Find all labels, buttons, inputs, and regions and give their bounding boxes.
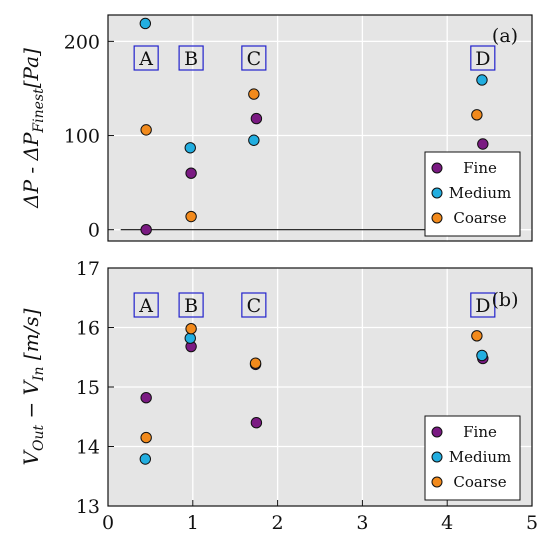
annotation-box-B	[178, 292, 204, 318]
x-ticks-b: 0 1 2 3 4 5	[102, 500, 538, 534]
x-tick-label-2: 2	[272, 512, 284, 534]
annotation-box-D	[470, 292, 496, 318]
annotation-box-C	[241, 292, 267, 318]
legend-a: Fine Medium Coarse	[424, 151, 521, 237]
point-fine-2	[250, 417, 263, 429]
frame-a	[107, 14, 533, 242]
y-tick-label-200: 200	[64, 31, 100, 53]
annotation-box-C	[241, 45, 267, 71]
legend-marker-coarse	[431, 212, 443, 224]
x-tick-label-4: 4	[441, 512, 453, 534]
point-coarse-3	[471, 109, 483, 121]
x-tick-label-1: 1	[187, 512, 199, 534]
y-ticks-a: 0 100 200	[64, 31, 114, 242]
point-fine-3	[477, 138, 489, 150]
x-tick-label-5: 5	[526, 512, 538, 534]
annotation-label-B: B	[184, 48, 198, 70]
point-medium-1	[184, 332, 196, 344]
annotations-a: A B C D	[133, 45, 496, 71]
x-tick-label-0: 0	[102, 512, 114, 534]
legend-label-fine: Fine	[463, 159, 497, 177]
legend-marker-medium	[431, 451, 443, 463]
annotation-box-A	[133, 45, 159, 71]
y-tick-label-15: 15	[76, 377, 100, 399]
annotation-box-A	[133, 292, 159, 318]
y-axis-label-b: VOut − VIn [m/s]	[19, 308, 47, 465]
annotation-label-B: B	[184, 295, 198, 317]
annotation-label-D: D	[475, 48, 490, 70]
annotation-label-A: A	[138, 48, 153, 70]
y-label-b-mid: − V	[19, 378, 43, 424]
legend-marker-medium	[431, 187, 443, 199]
legend-marker-coarse	[431, 476, 443, 488]
legend-label-coarse: Coarse	[453, 473, 506, 491]
y-label-a-main: ΔP - ΔP	[19, 132, 43, 209]
y-axis-label-a: ΔP - ΔPFinest[Pa]	[19, 48, 47, 209]
x-tick-label-3: 3	[356, 512, 368, 534]
y-label-b-sub1: Out	[31, 425, 47, 451]
legend-label-fine: Fine	[463, 423, 497, 441]
y-tick-label-16: 16	[76, 318, 100, 340]
y-ticks-b: 13 14 15 16 17	[76, 258, 114, 518]
point-fine-2	[250, 112, 263, 125]
point-coarse-2	[249, 357, 262, 369]
legend-b: Fine Medium Coarse	[424, 415, 521, 501]
y-tick-label-100: 100	[64, 126, 100, 148]
y-tick-label-14: 14	[76, 437, 100, 459]
legend-marker-fine	[431, 426, 443, 438]
point-medium-2	[476, 349, 488, 362]
y-tick-label-0: 0	[88, 220, 100, 242]
point-medium-1	[184, 142, 196, 154]
point-medium-3	[476, 74, 488, 86]
point-coarse-1	[185, 210, 197, 223]
point-fine-1	[185, 167, 197, 179]
point-medium-2	[248, 134, 260, 146]
frame-b	[107, 267, 533, 507]
legend-label-coarse: Coarse	[453, 209, 506, 227]
panel-b: A B C D Fine Medium Coarse (b) 13 14 15 16 17 0 1 2…	[19, 258, 538, 534]
annotation-label-C: C	[247, 48, 262, 70]
panel-label-a: (a)	[492, 25, 518, 47]
annotation-label-A: A	[138, 295, 153, 317]
point-fine-0	[140, 224, 152, 236]
point-medium-0	[139, 17, 152, 30]
y-tick-label-13: 13	[76, 496, 100, 518]
legend-marker-fine	[431, 162, 443, 174]
y-tick-label-17: 17	[76, 258, 100, 280]
point-medium-0	[139, 453, 152, 465]
annotation-label-C: C	[247, 295, 262, 317]
point-coarse-3	[471, 330, 483, 342]
legend-label-medium: Medium	[449, 448, 512, 466]
y-label-b-v1: V	[19, 448, 43, 465]
y-label-b-sub2: In	[31, 366, 47, 382]
point-coarse-0	[140, 431, 152, 444]
point-fine-0	[140, 392, 152, 404]
point-coarse-1	[185, 322, 197, 335]
y-label-b-unit: [m/s]	[19, 308, 43, 366]
annotation-box-B	[178, 45, 204, 71]
panel-a: A B C D Fine Medium Coarse (a) 0 100 200 ΔP - Δ…	[19, 14, 533, 242]
points-b	[139, 322, 489, 465]
point-coarse-0	[140, 124, 152, 136]
annotation-box-D	[470, 45, 496, 71]
annotations-b: A B C D	[133, 292, 496, 318]
panel-label-b: (b)	[492, 289, 519, 311]
y-label-a-sub: Finest	[31, 88, 47, 134]
grid-a	[108, 15, 532, 241]
points-a	[139, 17, 489, 236]
legend-label-medium: Medium	[449, 184, 512, 202]
y-label-a-unit: [Pa]	[19, 48, 43, 88]
annotation-label-D: D	[475, 295, 490, 317]
point-coarse-2	[248, 88, 260, 100]
